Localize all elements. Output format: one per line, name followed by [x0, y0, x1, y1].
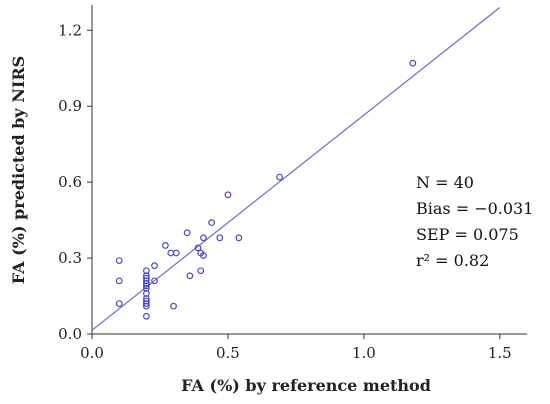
data-point [200, 234, 207, 242]
data-point [194, 244, 202, 252]
y-axis-title: FA (%) predicted by NIRS [9, 56, 28, 284]
data-point [115, 277, 123, 285]
data-point [115, 300, 123, 308]
y-tick-label: 1.2 [58, 21, 82, 39]
x-tick-label: 1.5 [488, 344, 512, 362]
x-tick-label: 0.5 [216, 344, 240, 362]
stat-n: N = 40 [416, 173, 474, 192]
data-point [151, 277, 158, 285]
data-point [216, 234, 224, 242]
data-points [115, 59, 417, 320]
data-point [170, 302, 177, 310]
data-point [183, 229, 191, 237]
stat-bias: Bias = −0.031 [416, 199, 533, 218]
data-point [142, 300, 150, 308]
ticks: 0.0 0.5 1.0 1.5 0.0 0.3 0.6 0.9 1.2 [58, 21, 512, 362]
data-point [409, 59, 417, 67]
data-point [224, 191, 232, 199]
data-point [151, 262, 158, 270]
data-point [276, 173, 283, 181]
data-point [167, 249, 175, 257]
data-point [186, 272, 194, 280]
x-tick-label: 1.0 [352, 344, 376, 362]
stats-annotation: N = 40 Bias = −0.031 SEP = 0.075 r² = 0.… [416, 173, 533, 270]
data-point [200, 252, 207, 259]
data-point [142, 312, 150, 320]
data-point [142, 302, 150, 310]
x-tick-label: 0.0 [80, 344, 104, 362]
y-tick-label: 0.9 [58, 97, 82, 115]
data-point [115, 257, 123, 265]
stat-sep: SEP = 0.075 [416, 225, 519, 244]
data-point [235, 234, 243, 242]
regression-line-layer [91, 7, 501, 331]
data-point [142, 282, 150, 290]
regression-line [91, 7, 501, 331]
data-point [162, 242, 169, 249]
stat-r2: r² = 0.82 [416, 251, 489, 270]
y-tick-label: 0.6 [58, 173, 82, 191]
data-point [172, 249, 180, 257]
axes [91, 5, 527, 335]
data-point [197, 267, 205, 275]
y-tick-label: 0.0 [58, 325, 82, 343]
data-point [208, 219, 216, 227]
y-tick-label: 0.3 [58, 249, 82, 267]
x-axis-title: FA (%) by reference method [181, 376, 431, 395]
